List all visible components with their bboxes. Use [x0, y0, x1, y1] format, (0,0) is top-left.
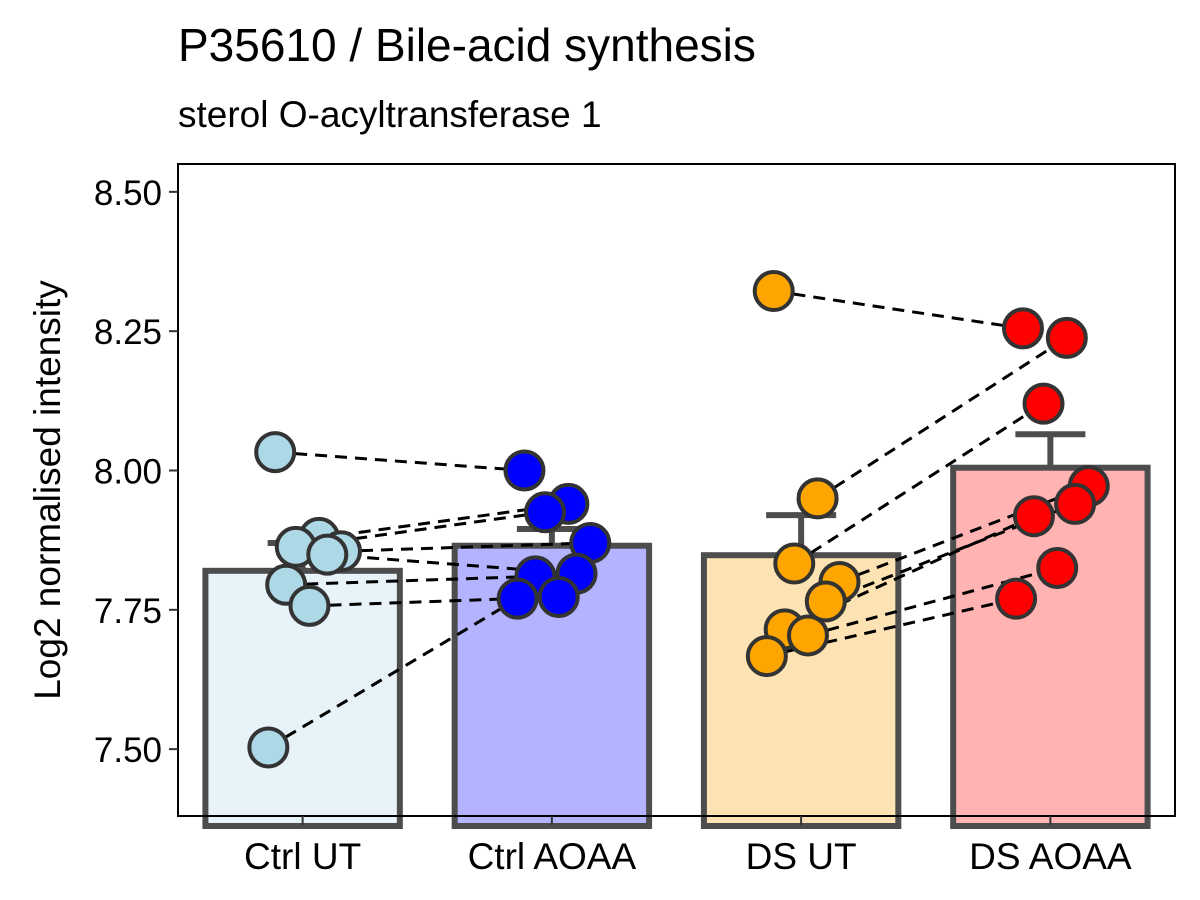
y-tick-label: 8.25	[94, 313, 162, 352]
x-tick-label: DS UT	[746, 836, 857, 877]
data-point-4-6	[1012, 495, 1055, 538]
y-axis-label: Log2 normalised intensity	[27, 280, 68, 700]
pair-link	[816, 336, 1068, 500]
data-point-2-1	[503, 449, 546, 492]
data-point-4-7	[1036, 547, 1079, 590]
data-point-2-8	[496, 577, 539, 620]
x-tick-label: DS AOAA	[969, 836, 1132, 877]
pair-link	[773, 289, 1024, 330]
data-point-2-7	[537, 575, 580, 618]
data-point-4-8	[995, 577, 1038, 620]
data-point-4-2	[1045, 316, 1088, 359]
pair-link	[275, 450, 525, 472]
bar-3	[700, 552, 902, 829]
x-tick-label: Ctrl UT	[244, 836, 361, 877]
data-point-2-3	[524, 491, 567, 534]
y-tick-label: 8.50	[94, 174, 162, 213]
data-point-3-8	[745, 635, 788, 678]
data-point-1-8	[247, 726, 290, 769]
chart-title: P35610 / Bile-acid synthesis	[178, 19, 756, 71]
pair-link	[286, 574, 536, 587]
pair-link	[340, 541, 591, 553]
data-point-4-1	[1001, 307, 1044, 350]
data-point-3-5	[804, 580, 847, 623]
data-point-1-5	[306, 533, 349, 576]
y-tick-label: 8.00	[94, 452, 162, 491]
pair-link	[793, 402, 1045, 565]
x-tick-label: Ctrl AOAA	[468, 836, 637, 877]
data-point-4-3	[1022, 382, 1065, 425]
pair-link	[807, 566, 1058, 637]
pair-link	[267, 597, 519, 749]
data-point-3-7	[786, 614, 829, 657]
y-tick-label: 7.75	[94, 592, 162, 631]
data-point-3-3	[773, 542, 816, 585]
chart-subtitle: sterol O-acyltransferase 1	[178, 94, 602, 135]
data-point-1-7	[288, 584, 331, 627]
plot-border	[177, 163, 1176, 817]
y-tick-label: 7.50	[94, 731, 162, 770]
data-point-1-1	[254, 431, 297, 474]
data-point-4-5	[1054, 482, 1097, 525]
data-point-3-2	[796, 477, 839, 520]
data-point-3-1	[752, 270, 795, 313]
